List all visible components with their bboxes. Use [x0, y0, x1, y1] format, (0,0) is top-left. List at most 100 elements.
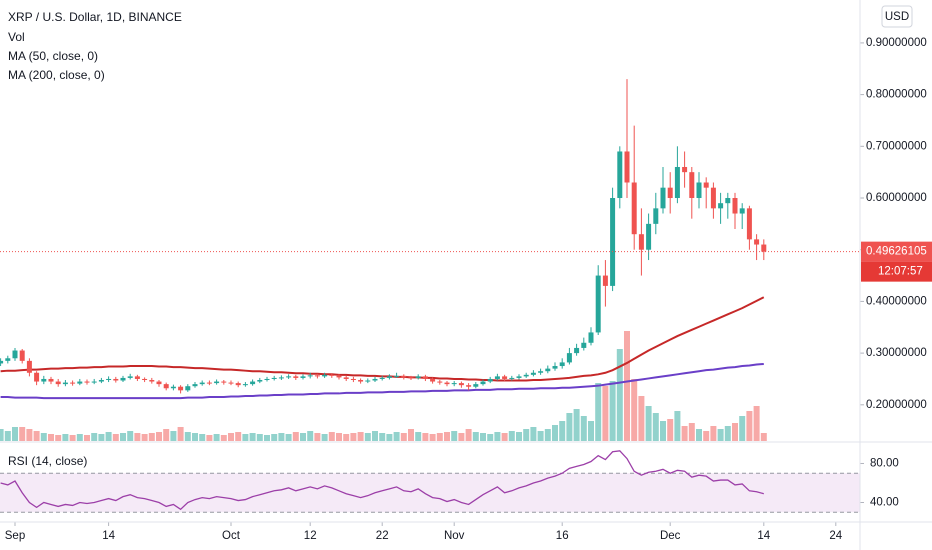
volume-bar	[12, 427, 18, 441]
volume-bar	[192, 433, 198, 441]
candle-body	[559, 362, 565, 367]
volume-bar	[76, 434, 83, 441]
candle-body	[34, 372, 40, 382]
candle-body	[487, 378, 493, 382]
candle-body	[149, 379, 155, 382]
volume-bar	[487, 434, 494, 441]
volume-bar	[444, 432, 450, 441]
candle-body	[0, 360, 4, 364]
volume-bar	[314, 433, 321, 441]
candle-body	[602, 275, 608, 286]
candle-body	[120, 377, 126, 381]
candle-body	[422, 376, 428, 379]
last-price-box	[861, 241, 932, 262]
volume-bar	[199, 434, 206, 441]
volume-bar	[595, 383, 602, 441]
candle-body	[228, 382, 234, 384]
volume-bar	[451, 431, 458, 441]
candle-body	[91, 381, 97, 383]
moving-average-line	[0, 362, 764, 400]
candle-body	[264, 378, 270, 380]
candle-body	[646, 223, 652, 250]
volume-bar	[0, 429, 4, 441]
candle-body	[98, 379, 104, 382]
legend-ma200: MA (200, close, 0)	[8, 68, 105, 82]
volume-bar	[645, 406, 652, 441]
volume-bar	[436, 433, 443, 441]
volume-bar	[321, 434, 328, 441]
candle-body	[55, 381, 61, 385]
candle-body	[595, 275, 601, 333]
candle-body	[163, 384, 169, 389]
candle-body	[566, 353, 572, 363]
candle-body	[451, 383, 457, 385]
volume-bar	[537, 431, 544, 441]
candle-body	[372, 378, 378, 381]
candle-body	[430, 378, 436, 382]
volume-bar	[379, 433, 386, 441]
rsi-line	[0, 450, 764, 511]
candle-body	[156, 381, 162, 385]
volume-bar	[350, 433, 357, 441]
volume-bar	[48, 434, 54, 441]
x-tick-label: 14	[757, 530, 770, 542]
volume-bar	[256, 434, 263, 441]
volume-bar	[703, 431, 710, 441]
candle-body	[494, 376, 500, 379]
volume-bar	[724, 426, 731, 441]
volume-bar	[674, 411, 681, 441]
legend-ma50: MA (50, close, 0)	[8, 49, 98, 63]
legend-volume: Vol	[8, 30, 25, 44]
volume-bar	[760, 433, 767, 441]
candle-body	[437, 381, 443, 383]
volume-bar	[33, 431, 40, 441]
candle-body	[257, 379, 263, 382]
currency-button[interactable]	[881, 5, 913, 28]
candle-body	[278, 377, 284, 379]
volume-bar	[249, 433, 256, 441]
x-tick-label: Dec	[660, 530, 681, 542]
volume-bar	[660, 421, 666, 441]
candle-body	[761, 244, 767, 252]
volume-bar	[400, 433, 407, 441]
candle-body	[12, 350, 18, 359]
candle-body	[523, 374, 529, 377]
plot-layer: 0.200000000.300000000.400000000.50000000…	[0, 37, 932, 542]
volume-bar	[148, 433, 155, 441]
candle-body	[725, 198, 731, 204]
volume-bar	[62, 434, 69, 441]
volume-bar	[696, 429, 702, 441]
volume-bar	[177, 427, 184, 441]
candle-body	[394, 375, 400, 377]
y-tick-label: 0.90000000	[866, 37, 927, 49]
candle-body	[19, 350, 25, 361]
x-tick-label: 14	[102, 530, 115, 542]
candle-body	[322, 374, 328, 377]
candle-body	[113, 378, 119, 381]
volume-bar	[271, 434, 278, 441]
volume-bar	[19, 427, 26, 441]
candle-body	[77, 381, 83, 384]
currency-label[interactable]: USD	[885, 11, 909, 23]
volume-bar	[408, 429, 414, 441]
volume-bar	[508, 431, 515, 441]
chart-title: XRP / U.S. Dollar, 1D, BINANCE	[8, 10, 182, 24]
volume-bar	[98, 434, 105, 441]
candle-body	[307, 375, 313, 377]
volume-bar	[285, 434, 292, 441]
candle-body	[530, 372, 536, 375]
candle-body	[638, 234, 644, 250]
candle-body	[653, 208, 659, 224]
candle-body	[509, 377, 515, 379]
candle-body	[127, 376, 133, 378]
volume-bar	[141, 434, 148, 441]
volume-bar	[667, 419, 674, 441]
candle-body	[415, 376, 421, 378]
x-tick-label: Oct	[222, 530, 241, 542]
volume-bar	[112, 434, 119, 441]
y-tick-label: 0.80000000	[866, 89, 927, 101]
volume-bar	[156, 432, 162, 441]
volume-bar	[494, 432, 501, 441]
candle-body	[214, 381, 220, 384]
volume-bar	[69, 435, 76, 441]
